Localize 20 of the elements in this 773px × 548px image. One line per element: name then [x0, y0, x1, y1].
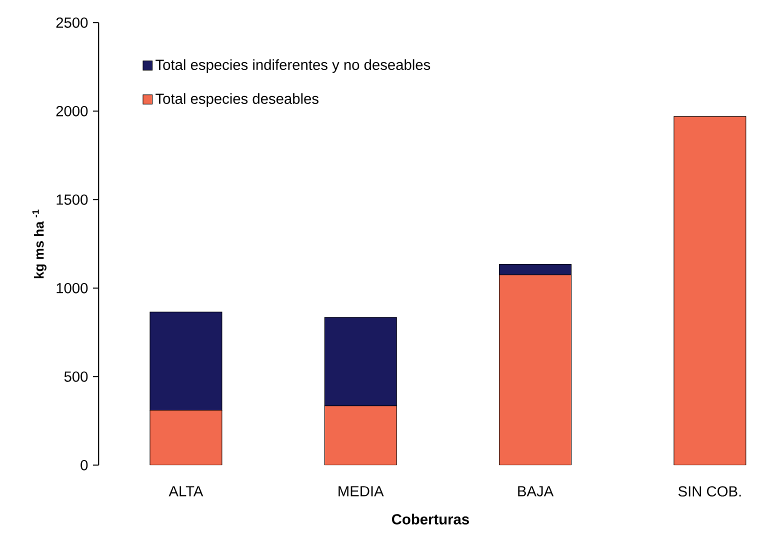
y-tick-label: 2500 — [56, 18, 88, 28]
y-tick-label: 2000 — [56, 106, 88, 116]
legend-label: Total especies deseables — [156, 93, 318, 107]
y-tick-label: 1000 — [56, 283, 88, 294]
x-tick-label: ALTA — [168, 486, 204, 496]
bar — [150, 410, 222, 466]
y-tick-label: 1500 — [56, 194, 88, 205]
x-axis-title: Coberturas — [392, 514, 469, 525]
x-tick-label: MEDIA — [338, 486, 384, 496]
x-tick-label: BAJA — [518, 486, 554, 497]
bar — [324, 317, 397, 406]
bar — [674, 116, 746, 466]
bar — [499, 274, 572, 466]
bar — [324, 406, 397, 466]
y-axis-title: kg ms ha $^{-1}$ — [32, 210, 46, 278]
legend-label: Total especies indiferentes y no deseables — [156, 59, 430, 73]
x-tick-label: SIN COB. — [678, 486, 741, 497]
bar — [499, 264, 572, 276]
y-tick-label: 0 — [80, 460, 88, 470]
y-tick-label: 500 — [64, 372, 88, 382]
